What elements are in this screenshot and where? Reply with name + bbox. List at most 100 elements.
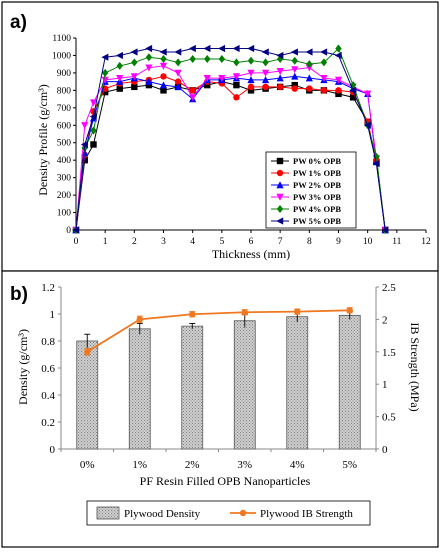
chart-a-data-point xyxy=(189,94,197,102)
chart-a-data-point xyxy=(291,56,298,65)
chart-a-data-point xyxy=(174,78,182,85)
chart-a-y-tick-label: 1000 xyxy=(52,51,71,61)
chart-a-data-point xyxy=(335,87,342,94)
chart-b-y-tick-label-left: 1.2 xyxy=(41,282,55,294)
chart-a-data-point xyxy=(80,140,88,149)
chart-a-data-point xyxy=(334,51,342,60)
chart-b-x-tick-label: 2% xyxy=(185,459,200,471)
chart-b-legend-bar-swatch xyxy=(96,506,120,520)
chart-a-x-tick-label: 1 xyxy=(103,237,108,247)
chart-b-density-bar xyxy=(338,314,361,450)
chart-a-data-point xyxy=(131,58,138,67)
chart-b-ib-data-point xyxy=(189,311,196,318)
chart-a-data-point xyxy=(189,54,196,63)
chart-a-data-point xyxy=(160,73,167,80)
chart-a-data-point xyxy=(174,48,182,56)
chart-a-data-point xyxy=(130,73,138,81)
chart-a-data-point xyxy=(290,48,298,56)
chart-a-legend-label: PW 4% OPB xyxy=(293,204,341,214)
chart-a-data-point xyxy=(364,90,372,98)
chart-b-x-tick-label: 4% xyxy=(290,459,305,471)
chart-a-data-point xyxy=(276,83,284,91)
chart-a-data-point xyxy=(81,149,89,157)
chart-b-y-tick-label-left: 0 xyxy=(50,444,56,456)
chart-b-ylabel-right: IB Strength (MPa) xyxy=(408,322,422,411)
chart-a-x-tick-label: 4 xyxy=(190,237,195,247)
chart-a-data-point xyxy=(145,77,153,85)
chart-a-y-tick-label: 300 xyxy=(57,174,72,184)
chart-a-x-tick-label: 11 xyxy=(392,237,401,247)
chart-b-y-tick-label-right: 1 xyxy=(382,379,388,391)
chart-a-legend-label: PW 2% OPB xyxy=(293,180,341,190)
chart-a-x-tick-label: 10 xyxy=(363,237,373,247)
chart-a-data-point xyxy=(159,62,168,70)
chart-a-data-point xyxy=(291,72,299,80)
chart-a-y-tick-label: 500 xyxy=(57,139,72,149)
chart-a-y-tick-label: 600 xyxy=(57,121,72,131)
chart-a-data-point xyxy=(381,226,389,234)
chart-b-legend-box xyxy=(86,500,371,526)
chart-a-data-point xyxy=(262,58,269,67)
chart-b-ib-data-point xyxy=(346,307,353,314)
chart-a-y-tick-label: 200 xyxy=(57,191,72,201)
chart-a-data-point xyxy=(335,44,342,53)
chart-a-data-point xyxy=(145,81,153,89)
chart-a-data-point xyxy=(160,87,167,94)
chart-b-legend-line-marker xyxy=(239,509,247,517)
chart-a-x-tick-label: 2 xyxy=(132,237,137,247)
chart-b-ylabel-left: Density (g/cm³) xyxy=(16,329,30,405)
chart-a-data-point xyxy=(291,66,299,74)
chart-b-xlabel: PF Resin Filled OPB Nanoparticles xyxy=(140,474,311,488)
chart-a-y-tick-label: 400 xyxy=(57,156,72,166)
chart-a-data-point xyxy=(203,74,211,82)
chart-a-data-point xyxy=(218,44,226,53)
chart-a-data-point xyxy=(247,87,255,94)
chart-a-data-point xyxy=(233,58,240,67)
chart-b-y-tick-label-right: 2.5 xyxy=(382,282,396,294)
chart-a-legend-label: PW 3% OPB xyxy=(293,192,341,202)
chart-a-data-point xyxy=(261,76,270,84)
chart-a-data-point xyxy=(174,58,182,67)
chart-a-data-point xyxy=(72,226,80,234)
chart-a-data-point xyxy=(320,87,328,94)
chart-b-density-bar xyxy=(181,325,204,450)
chart-b-density-bar xyxy=(76,340,99,450)
chart-a-data-point xyxy=(174,69,182,77)
chart-a-legend-marker xyxy=(276,205,284,213)
chart-a-data-point xyxy=(188,44,196,53)
chart-b-y-tick-label-left: 0.8 xyxy=(41,336,55,348)
chart-a-xlabel: Thickness (mm) xyxy=(212,247,290,261)
chart-a-data-point xyxy=(101,88,109,96)
chart-a-data-point xyxy=(81,156,88,164)
chart-a-data-point xyxy=(247,69,255,77)
chart-a-x-tick-label: 8 xyxy=(307,237,312,247)
chart-b-y-tick-label-left: 1 xyxy=(50,309,56,321)
chart-b-x-tick-label: 0% xyxy=(80,459,95,471)
chart-a-data-point xyxy=(232,73,241,81)
chart-a-data-point xyxy=(218,54,226,63)
chart-a-y-tick-label: 1100 xyxy=(52,34,71,44)
chart-a-data-point xyxy=(305,48,313,56)
chart-a-x-tick-label: 12 xyxy=(421,237,431,247)
chart-a-data-point xyxy=(131,83,138,91)
chart-b-ib-strength-line xyxy=(86,309,350,353)
chart-a-data-point xyxy=(291,85,298,92)
chart-b-density-bar xyxy=(286,316,309,450)
chart-a-data-point xyxy=(116,85,123,92)
chart-a-legend-marker xyxy=(276,193,284,201)
chart-a-legend-box xyxy=(265,151,357,229)
chart-b-x-tick-label: 3% xyxy=(237,459,252,471)
chart-a-data-point xyxy=(116,61,123,70)
chart-a-data-point xyxy=(335,90,342,98)
chart-a-data-point xyxy=(276,67,284,75)
chart-a-data-point xyxy=(204,54,211,63)
chart-a-x-tick-label: 3 xyxy=(161,237,166,247)
chart-a-data-point xyxy=(145,64,153,72)
chart-a-data-point xyxy=(159,81,168,89)
chart-a-data-point xyxy=(349,86,357,94)
chart-a-data-point xyxy=(203,44,211,53)
chart-a-data-point xyxy=(261,69,270,77)
chart-a-data-point xyxy=(101,76,109,84)
chart-a-x-tick-label: 9 xyxy=(336,237,341,247)
chart-a-data-point xyxy=(276,74,284,82)
